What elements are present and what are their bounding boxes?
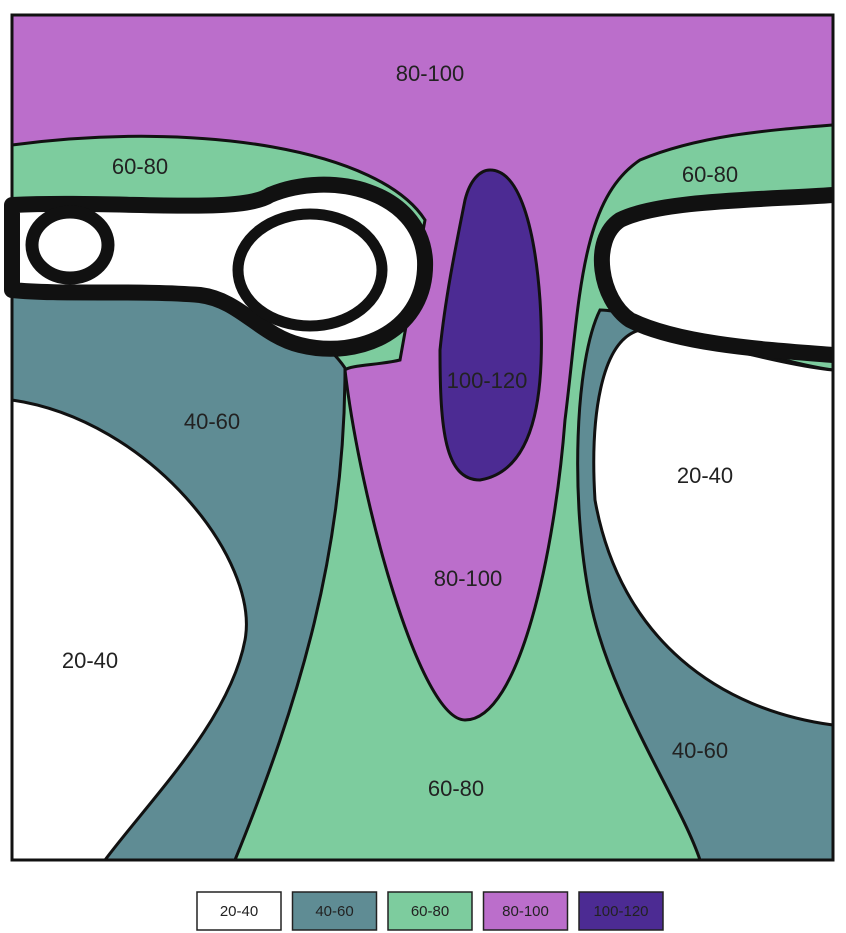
white-blob [593,187,834,363]
region-label: 20-40 [62,648,118,673]
region-label: 60-80 [682,162,738,187]
zone-100-120 [438,168,543,482]
region-label: 100-120 [447,368,528,393]
legend-label: 40-60 [315,903,353,920]
legend: 20-40 40-60 60-80 80-100 100-120 [196,891,664,931]
region-label: 60-80 [428,776,484,801]
region-label: 80-100 [434,566,503,591]
frame [10,13,835,862]
legend-label: 60-80 [411,903,449,920]
region-label: 60-80 [112,154,168,179]
legend-swatch [578,891,664,931]
map-shapes [4,13,835,862]
zone-20-40 [10,398,248,862]
region-label: 20-40 [677,463,733,488]
white-blob [4,176,434,357]
region-label: 40-60 [184,409,240,434]
region-label: 40-60 [672,738,728,763]
region-labels: 80-100 60-80 60-80 100-120 40-60 20-40 8… [62,61,738,801]
legend-swatch [196,891,282,931]
legend-label: 100-120 [593,903,648,920]
legend-swatch [482,891,569,931]
legend-label: 20-40 [220,903,258,920]
white-blob [25,205,115,285]
white-blob [232,208,388,332]
legend-swatch [291,891,378,931]
legend-label: 80-100 [502,903,549,920]
region-label: 80-100 [396,61,465,86]
legend-swatch [387,891,473,931]
